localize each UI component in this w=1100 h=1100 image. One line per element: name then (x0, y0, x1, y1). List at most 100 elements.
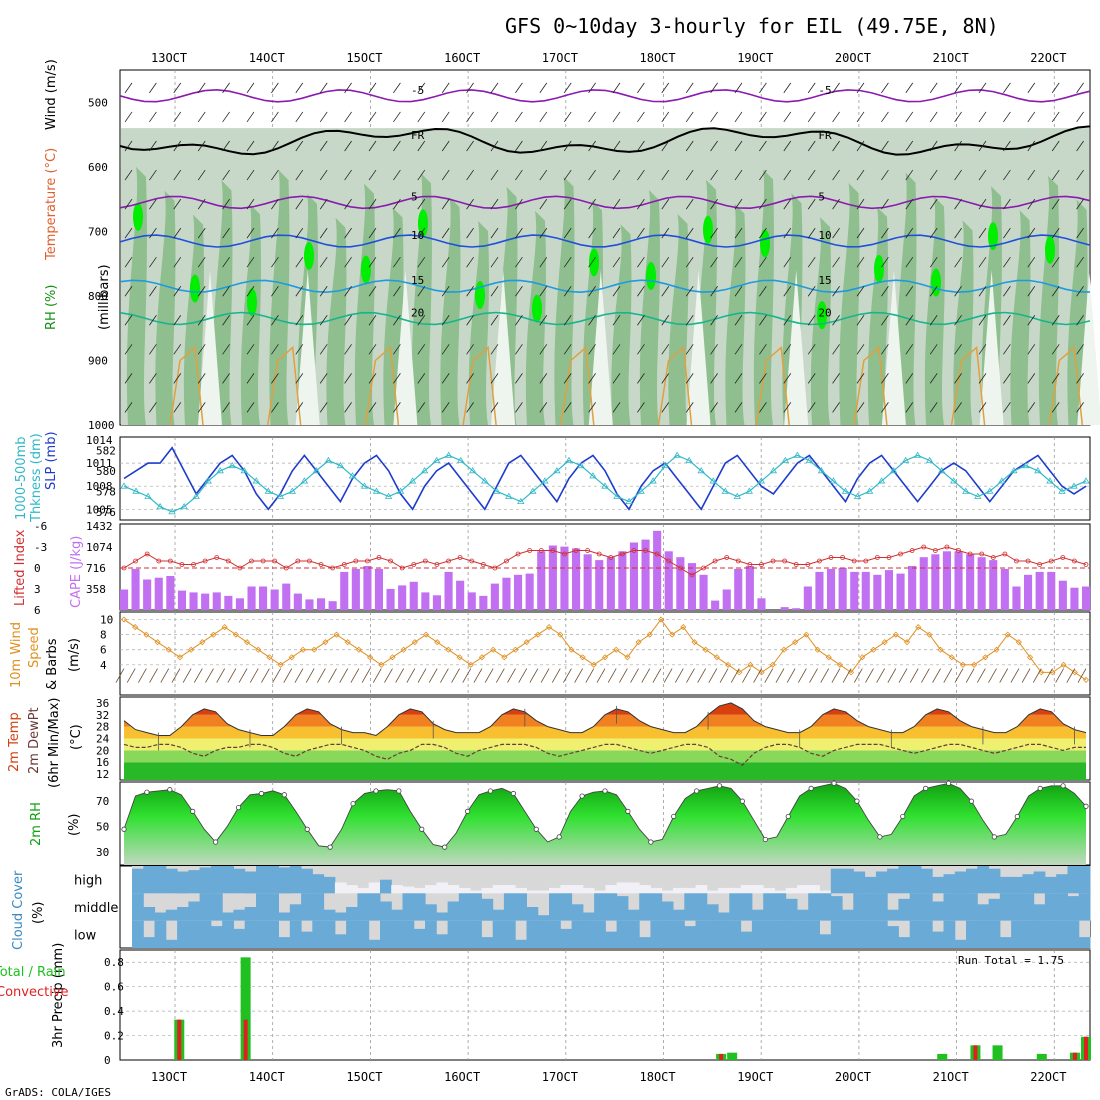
cape-bar (1058, 580, 1067, 610)
wind-speed-point (534, 631, 541, 638)
cloud-cell (391, 909, 403, 921)
cape-bar (166, 576, 175, 610)
rh-plume (554, 176, 575, 425)
wind-barb (173, 111, 182, 123)
wind-barb (563, 140, 572, 152)
cloud-cell (763, 893, 775, 921)
wind-barb (417, 344, 426, 355)
wind-barb (1076, 227, 1084, 239)
rh-core (133, 202, 143, 231)
temp-tick: 12 (96, 768, 109, 781)
wind-barb (271, 140, 279, 152)
wind-barb (490, 140, 499, 152)
wind-barb (685, 285, 694, 297)
wind-barb (856, 82, 865, 94)
cloud-cell (785, 887, 798, 894)
cape-bar (618, 551, 627, 610)
bottom-date-label: 15OCT (346, 1070, 382, 1084)
wind-speed-point (422, 631, 430, 638)
cloud-cell (875, 920, 888, 948)
cape-li-panel: -6 -3 0 3 6 1432 1074 716 358 Lifted Index CAPE (J… (13, 520, 1091, 617)
wind-barb (563, 256, 572, 268)
li-point (353, 558, 359, 564)
wind-barb (637, 169, 645, 181)
wind-barb-10m (1066, 668, 1076, 683)
dry-tongue (198, 270, 222, 425)
cloud-cell (695, 920, 708, 948)
cape-bar (548, 545, 557, 610)
rh-point (968, 798, 975, 804)
wind-barb (563, 227, 572, 239)
rh2m-axis-label: 2m RH (29, 802, 44, 846)
wind-barb (905, 111, 914, 123)
cape-bar (502, 577, 511, 610)
rh-point (991, 834, 997, 840)
cloud-cell (718, 920, 730, 948)
wind-barb (368, 285, 377, 297)
wind-barb (978, 82, 987, 94)
wind-barb (368, 111, 377, 123)
cloud-cell (503, 920, 516, 948)
wind-barb-10m (1010, 668, 1020, 683)
wind-speed-point (154, 639, 161, 646)
wind-speed-point (132, 624, 139, 631)
wind-barb (783, 140, 792, 152)
cloud-cell (853, 893, 866, 921)
wind-barb (149, 344, 157, 355)
cloud-cell (797, 885, 809, 894)
precip-conv-bar (177, 1019, 182, 1060)
wind-barb (637, 402, 645, 413)
wind-barb (954, 198, 962, 210)
thickness-point (962, 487, 970, 494)
cloud-cell (1011, 920, 1023, 948)
cape-bar (989, 560, 998, 610)
wind-barb (344, 373, 352, 384)
wind-barb (271, 285, 279, 297)
wind-barb (344, 140, 352, 152)
wind-tick: 6 (100, 644, 107, 657)
wind-barb (466, 315, 474, 326)
wind-barb-10m (842, 668, 852, 683)
cape-bar (1024, 574, 1033, 610)
rh-point (213, 839, 219, 845)
rh-area (124, 783, 1086, 865)
cloud-cell (368, 939, 381, 948)
li-point (550, 548, 556, 553)
wind-barb (441, 256, 450, 268)
wind-barb (1003, 169, 1011, 181)
wind-barb (197, 373, 206, 384)
wind-barb (344, 169, 352, 181)
thickness-point (432, 456, 441, 463)
rh-point (831, 780, 837, 786)
wind-barb (588, 227, 596, 239)
cape-bar (699, 574, 708, 610)
cloud-cell (267, 920, 279, 948)
warm-contour (364, 346, 400, 426)
cloud-cell (627, 909, 640, 921)
li-point (828, 555, 834, 560)
cloud-cell (988, 920, 1001, 948)
wind-barb (197, 315, 206, 326)
wind-barb (637, 285, 645, 297)
top-date-label: 20OCT (835, 51, 871, 65)
wind-barb (149, 285, 157, 297)
thickness-point (264, 487, 273, 494)
wind-barb (759, 82, 767, 94)
wind-speed-point (344, 639, 351, 646)
wind-barb (710, 140, 718, 152)
wind-barb (246, 169, 255, 181)
cloud-cell (1033, 904, 1046, 921)
wind-barb (1076, 315, 1084, 326)
cape-bar (583, 554, 592, 610)
cape-bar (572, 548, 581, 610)
wind-barb (490, 256, 499, 268)
wind-barb (149, 227, 157, 239)
wind-barb (710, 344, 718, 355)
wind-barb (124, 169, 133, 181)
cloud-cell (312, 874, 325, 894)
wind-barb (368, 140, 377, 152)
wind-barb (1027, 344, 1036, 355)
cloud-cell (154, 920, 167, 948)
wind-barb (978, 285, 987, 297)
wind-barb (978, 256, 987, 268)
